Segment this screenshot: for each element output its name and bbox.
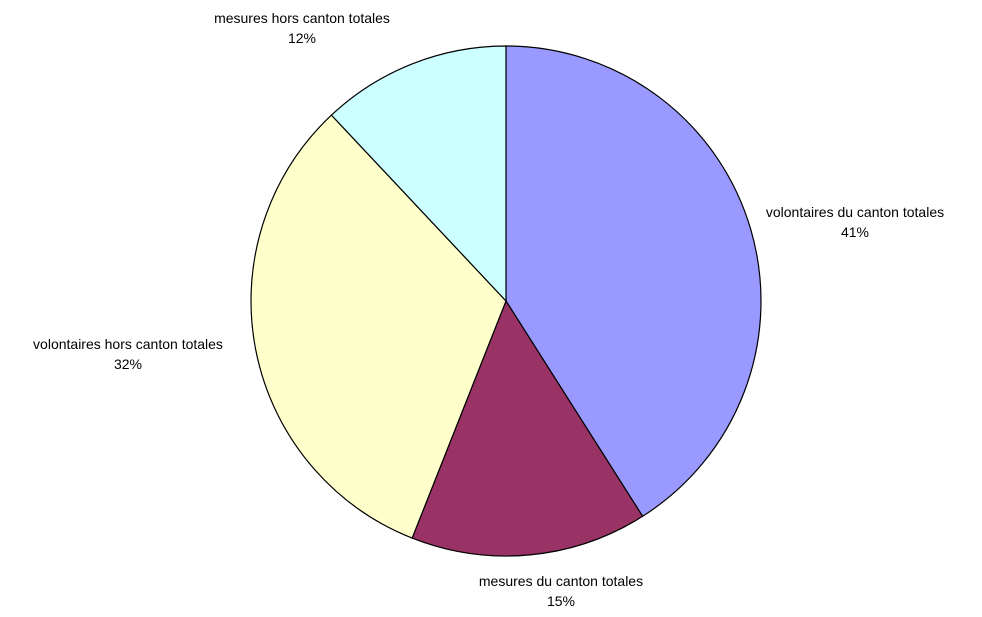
slice-label-volontaires-hors-canton-totales: volontaires hors canton totales	[33, 336, 223, 352]
slice-label-mesures-du-canton-totales: mesures du canton totales	[479, 573, 643, 589]
slices-layer	[250, 45, 762, 557]
slice-label-volontaires-du-canton-totales: volontaires du canton totales	[766, 204, 944, 220]
slice-value-volontaires-hors-canton-totales: 32%	[114, 356, 142, 372]
pie-slice-mesures-du-canton-totales	[411, 299, 644, 557]
pie-slice-mesures-hors-canton-totales	[330, 45, 507, 303]
labels-layer: volontaires du canton totales 41% mesures …	[33, 10, 944, 609]
slice-label-mesures-hors-canton-totales: mesures hors canton totales	[214, 10, 390, 26]
pie-slice-volontaires-du-canton-totales	[505, 45, 762, 518]
slice-value-mesures-hors-canton-totales: 12%	[288, 30, 316, 46]
slice-value-volontaires-du-canton-totales: 41%	[841, 224, 869, 240]
pie-slice-volontaires-hors-canton-totales	[250, 114, 507, 539]
slice-value-mesures-du-canton-totales: 15%	[547, 593, 575, 609]
